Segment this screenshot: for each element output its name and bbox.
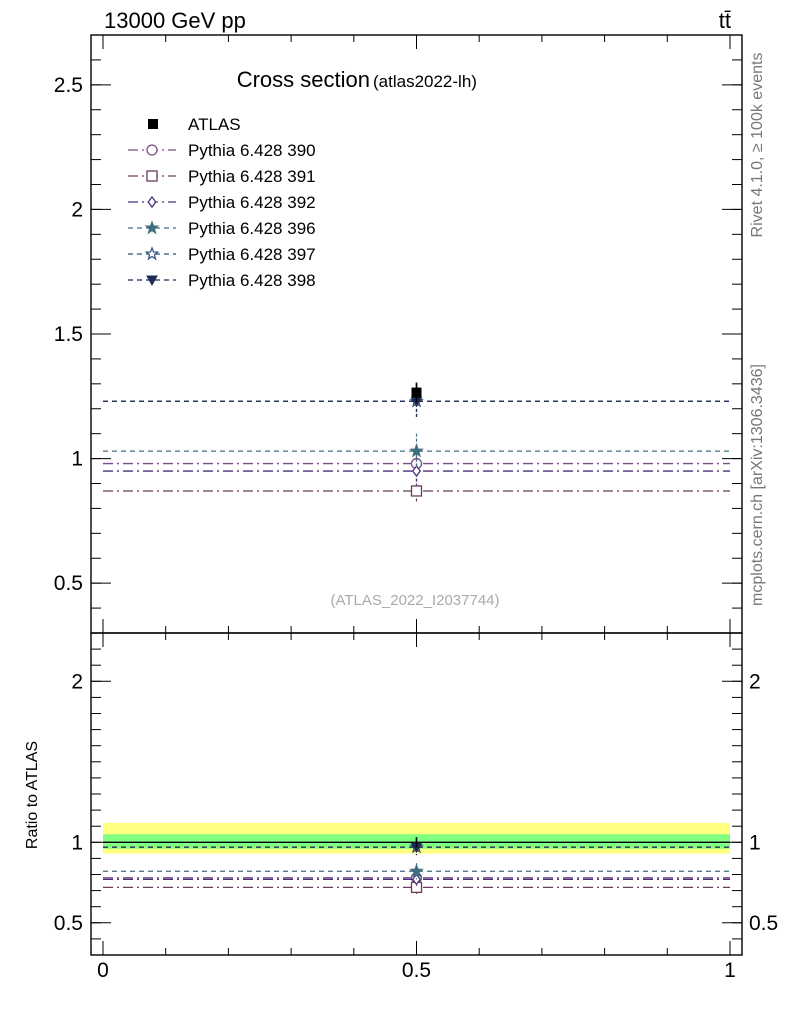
legend-label-data: ATLAS	[188, 115, 241, 134]
mc-marker-1	[410, 485, 423, 497]
legend-label-4: Pythia 6.428 397	[188, 245, 316, 264]
legend-marker-5	[146, 275, 158, 287]
mc-marker-2	[411, 464, 422, 478]
mc-marker-3	[409, 443, 424, 458]
legend-label-3: Pythia 6.428 396	[188, 219, 316, 238]
ratio-panel: 0.5 0.5 1 1 2 2 0 0.5 1 Ratio to ATLAS	[24, 632, 778, 982]
main-ytick-label: 0.5	[54, 572, 83, 595]
legend-marker-2	[147, 195, 157, 209]
legend-label-2: Pythia 6.428 392	[188, 193, 316, 212]
legend-label-5: Pythia 6.428 398	[188, 271, 316, 290]
legend-label-1: Pythia 6.428 391	[188, 167, 316, 186]
side-label-mcplots: mcplots.cern.ch [arXiv:1306.3436]	[749, 364, 766, 606]
legend: ATLAS Pythia 6.428 390 Pythia 6.428 391 Pyt…	[128, 115, 316, 290]
chart-watermark: (ATLAS_2022_I2037744)	[330, 592, 499, 609]
chart-subtitle: (atlas2022-lh)	[373, 72, 477, 91]
header-energy-label: 13000 GeV pp	[104, 8, 246, 33]
ratio-ylabel: Ratio to ATLAS	[24, 741, 41, 849]
header-process-label: tt̄	[719, 8, 731, 33]
xtick-label: 0.5	[402, 959, 431, 982]
xtick-label: 0	[97, 959, 109, 982]
main-ytick-label: 1	[71, 448, 83, 471]
chart-title: Cross section	[237, 67, 370, 92]
legend-marker-4	[144, 246, 160, 261]
main-ytick-label: 2	[71, 198, 83, 221]
main-panel: 0.5 1 1.5 2 2.5 Cross section (atlas2022-lh) (A…	[54, 34, 743, 634]
main-ytick-label: 2.5	[54, 74, 83, 97]
ratio-ytick-label: 1	[71, 831, 83, 854]
ratio-ytick-label-right: 2	[749, 670, 761, 693]
data-point	[411, 387, 422, 398]
ratio-ytick-label-right: 1	[749, 831, 761, 854]
ratio-marker-3	[409, 863, 424, 878]
legend-marker-3	[144, 220, 160, 235]
side-label-rivet: Rivet 4.1.0, ≥ 100k events	[749, 53, 766, 238]
legend-marker-data	[148, 119, 158, 129]
ratio-ytick-label-right: 0.5	[749, 912, 778, 935]
legend-label-0: Pythia 6.428 390	[188, 141, 316, 160]
ratio-ytick-label: 2	[71, 670, 83, 693]
xtick-label: 1	[724, 959, 736, 982]
main-ytick-label: 1.5	[54, 323, 83, 346]
ratio-ytick-label: 0.5	[54, 912, 83, 935]
legend-marker-1	[146, 170, 158, 182]
ratio-frame	[90, 632, 743, 956]
legend-marker-0	[146, 144, 158, 156]
